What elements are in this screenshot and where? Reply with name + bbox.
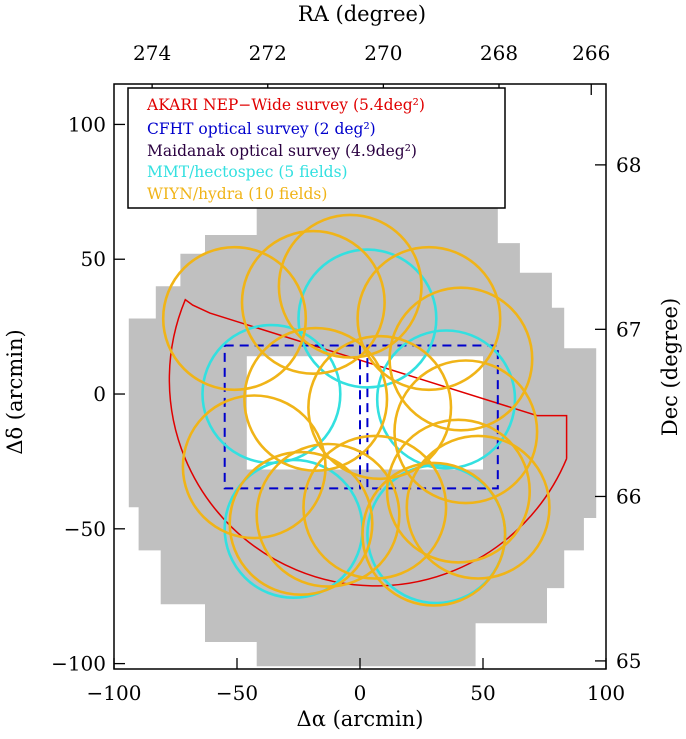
wiyn-hydra-field-6 xyxy=(243,326,389,472)
top-tick-label: 268 xyxy=(480,41,518,65)
wiyn-hydra-field-15 xyxy=(228,450,374,597)
left-tick-label: 0 xyxy=(93,382,106,406)
wiyn-hydra-field-5 xyxy=(388,286,534,432)
mmt-hectospec-field-3 xyxy=(375,329,517,470)
right-tick-label: 66 xyxy=(616,484,641,508)
right-tick-label: 65 xyxy=(616,649,641,673)
mmt-hectospec-field-1 xyxy=(297,248,438,389)
wiyn-hydra-field-14 xyxy=(361,461,507,607)
wiyn-hydra-field-10 xyxy=(255,442,401,588)
left-tick-label: 50 xyxy=(81,247,106,271)
legend-entry-akari: AKARI NEP−Wide survey (5.4deg²) xyxy=(146,96,425,114)
right-axis-title: Dec (degree) xyxy=(658,298,682,436)
cfht-optical-survey-field-2 xyxy=(366,344,499,490)
wiyn-hydra-field-1 xyxy=(161,245,308,392)
cfht-optical-survey-field-1 xyxy=(223,344,361,490)
wiyn-hydra-field-8 xyxy=(393,359,539,505)
left-tick-label: −100 xyxy=(51,652,106,676)
wiyn-hydra-field-4 xyxy=(356,245,502,392)
legend-entry-mmt: MMT/hectospec (5 fields) xyxy=(147,163,348,181)
wiyn-hydra-field-13 xyxy=(405,434,551,580)
top-tick-label: 272 xyxy=(249,41,287,65)
y-axis-title: Δδ (arcmin) xyxy=(3,329,27,454)
wiyn-hydra-field-12 xyxy=(385,418,531,564)
legend-box xyxy=(127,87,506,209)
hole-in-maidanak-coverage-region xyxy=(246,356,483,470)
x-axis-title: Δα (arcmin) xyxy=(297,707,424,731)
bottom-tick-label: −50 xyxy=(216,681,258,705)
wiyn-hydra-field-3 xyxy=(277,213,423,359)
top-tick-label: 266 xyxy=(572,41,610,65)
bottom-tick-label: −100 xyxy=(87,681,142,705)
legend-entry-maidanak: Maidanak optical survey (4.9deg²) xyxy=(147,142,417,160)
wiyn-hydra-field-7 xyxy=(307,334,453,481)
top-tick-label: 270 xyxy=(364,41,402,65)
bottom-tick-label: 50 xyxy=(470,681,495,705)
axis-ticks: −100 −50 0 50 100 100 50 0 −50 −100 274 272 270 268 26… xyxy=(51,41,641,705)
coverage-outlines xyxy=(161,213,568,607)
bottom-tick-label: 0 xyxy=(354,681,367,705)
right-tick-label: 67 xyxy=(616,317,641,341)
wiyn-hydra-field-11 xyxy=(302,434,448,580)
right-tick-label: 68 xyxy=(616,153,641,177)
left-tick-label: 100 xyxy=(68,112,106,136)
bottom-tick-label: 100 xyxy=(587,681,625,705)
wiyn-hydra-field-9 xyxy=(181,394,327,540)
top-tick-label: 274 xyxy=(133,41,171,65)
legend-entry-cfht: CFHT optical survey (2 deg²) xyxy=(147,120,376,138)
legend-entry-wiyn: WIYN/hydra (10 fields) xyxy=(147,185,327,203)
legend: AKARI NEP−Wide survey (5.4deg²) CFHT opt… xyxy=(127,87,506,209)
left-tick-label: −50 xyxy=(64,517,106,541)
top-axis-title: RA (degree) xyxy=(298,2,426,26)
wiyn-hydra-field-2 xyxy=(240,229,386,375)
